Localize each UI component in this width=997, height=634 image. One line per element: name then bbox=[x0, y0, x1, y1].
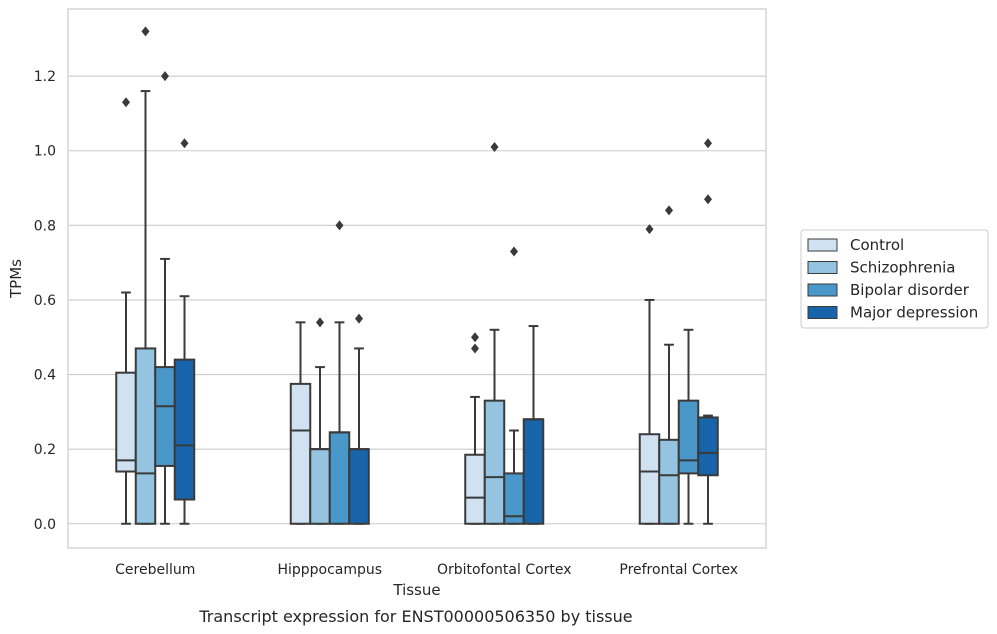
box-iqr bbox=[697, 416, 719, 477]
legend-item: Schizophrenia bbox=[807, 259, 955, 277]
outlier-point bbox=[335, 220, 344, 231]
box-plot bbox=[464, 332, 486, 525]
outlier-point bbox=[471, 343, 479, 354]
legend-item: Control bbox=[807, 236, 904, 254]
legend-swatch bbox=[807, 238, 838, 252]
box-plot bbox=[289, 321, 312, 525]
box-iqr bbox=[289, 382, 312, 525]
box-iqr bbox=[348, 448, 370, 525]
box-iqr bbox=[154, 366, 176, 467]
box-plot bbox=[309, 317, 331, 525]
outlier-point bbox=[141, 26, 150, 37]
box-plot bbox=[522, 325, 545, 525]
box-plot bbox=[134, 26, 157, 525]
outlier-point bbox=[161, 71, 169, 82]
outlier-point bbox=[510, 246, 518, 257]
boxes bbox=[115, 26, 719, 525]
box-iqr bbox=[464, 453, 486, 525]
legend: Control Schizophrenia Bipolar disorder Majo… bbox=[800, 229, 989, 329]
outlier-point bbox=[704, 138, 712, 149]
outlier-point bbox=[665, 205, 673, 216]
x-tick-label: Cerebellum bbox=[115, 562, 195, 578]
box-plot bbox=[154, 71, 176, 525]
box-plot bbox=[638, 224, 661, 525]
box-iqr bbox=[677, 399, 700, 475]
legend-label: Control bbox=[850, 236, 904, 254]
outlier-point bbox=[122, 97, 130, 108]
outlier-point bbox=[316, 317, 324, 328]
legend-label: Bipolar disorder bbox=[850, 281, 970, 299]
x-axis-label: Tissue bbox=[392, 581, 440, 599]
outlier-point bbox=[355, 313, 363, 324]
box-plot bbox=[348, 313, 370, 525]
y-tick-labels: 0.0 0.2 0.4 0.6 0.8 1.0 1.2 bbox=[34, 69, 56, 533]
chart-caption: Transcript expression for ENST0000050635… bbox=[198, 607, 632, 626]
y-tick-label: 0.0 bbox=[34, 517, 56, 533]
legend-swatch bbox=[807, 261, 838, 274]
y-axis-label: TPMs bbox=[7, 259, 25, 299]
legend-item: Bipolar disorder bbox=[807, 281, 970, 299]
box-iqr bbox=[309, 448, 331, 525]
legend-swatch bbox=[807, 306, 838, 319]
outlier-point bbox=[471, 332, 479, 343]
outlier-point bbox=[704, 194, 712, 205]
box-plot bbox=[483, 142, 506, 525]
box-plot bbox=[503, 246, 525, 525]
y-tick-label: 0.4 bbox=[34, 368, 56, 384]
box-iqr bbox=[328, 431, 351, 525]
box-iqr bbox=[173, 358, 196, 501]
y-tick-label: 0.8 bbox=[34, 218, 56, 234]
legend-swatch bbox=[807, 283, 838, 297]
outlier-point bbox=[490, 142, 499, 153]
outlier-point bbox=[645, 224, 654, 235]
box-plot bbox=[658, 205, 680, 525]
box-iqr bbox=[658, 438, 680, 525]
legend-label: Schizophrenia bbox=[850, 259, 955, 277]
x-tick-label: Hipppocampus bbox=[277, 562, 382, 578]
x-tick-label: Orbitofontal Cortex bbox=[437, 562, 572, 578]
legend-label: Major depression bbox=[850, 304, 978, 322]
plot-frame bbox=[67, 8, 767, 549]
legend-frame bbox=[800, 229, 989, 329]
box-plot bbox=[115, 97, 137, 525]
box-iqr bbox=[483, 399, 506, 525]
box-iqr bbox=[522, 418, 545, 525]
y-tick-label: 0.6 bbox=[34, 293, 56, 309]
box-iqr bbox=[134, 347, 157, 525]
box-plot bbox=[328, 220, 351, 525]
y-tick-label: 0.2 bbox=[34, 442, 56, 458]
y-tick-label: 1.2 bbox=[34, 69, 56, 85]
x-tick-label: Prefrontal Cortex bbox=[619, 562, 738, 578]
legend-items: Control Schizophrenia Bipolar disorder Majo… bbox=[807, 236, 978, 322]
box-plot bbox=[677, 328, 700, 525]
outlier-point bbox=[180, 138, 189, 149]
box-plot bbox=[697, 138, 719, 525]
box-iqr bbox=[115, 371, 137, 473]
box-iqr bbox=[638, 433, 661, 525]
x-tick-labels: Cerebellum Hipppocampus Orbitofontal Corte… bbox=[115, 562, 738, 578]
y-tick-label: 1.0 bbox=[34, 144, 56, 160]
box-plot bbox=[173, 138, 196, 525]
legend-item: Major depression bbox=[807, 304, 978, 322]
